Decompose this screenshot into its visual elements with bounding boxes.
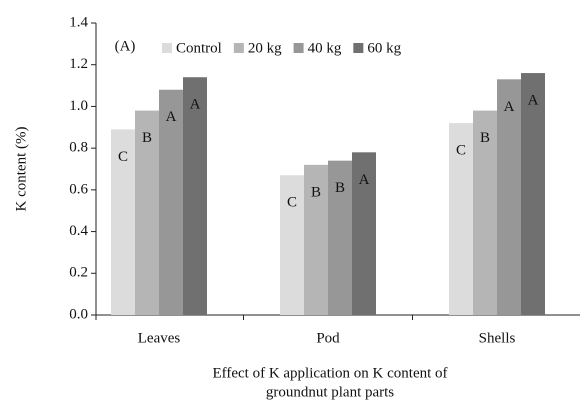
bar-letter: A: [190, 97, 201, 113]
bar: [328, 160, 352, 315]
y-tick-label: 0.0: [69, 306, 88, 322]
x-axis-label: groundnut plant parts: [266, 384, 394, 400]
legend-swatch: [162, 43, 172, 53]
bar-letter: A: [166, 109, 177, 125]
legend-label: 60 kg: [367, 40, 401, 56]
bar-letter: C: [456, 143, 466, 159]
bar: [473, 110, 497, 315]
legend-label: 40 kg: [308, 40, 342, 56]
bar: [304, 164, 328, 315]
x-axis-label: Effect of K application on K content of: [212, 365, 447, 381]
legend-swatch: [353, 43, 364, 53]
bar: [280, 175, 304, 315]
bar: [159, 89, 183, 315]
y-axis-label: K content (%): [13, 127, 29, 212]
bar-letter: A: [528, 92, 539, 108]
bar: [183, 77, 207, 315]
bar: [135, 110, 159, 315]
x-tick-label: Shells: [479, 330, 516, 346]
bar-letter: B: [142, 130, 152, 146]
y-tick-label: 0.2: [69, 265, 88, 281]
legend-label: Control: [176, 40, 222, 56]
bar-letter: B: [311, 184, 321, 200]
bar-letter: C: [118, 149, 128, 165]
y-tick-label: 1.2: [69, 56, 88, 72]
bar-letter: A: [359, 172, 370, 188]
bar: [497, 79, 521, 315]
x-tick-label: Pod: [316, 330, 340, 346]
bar-letter: B: [480, 130, 490, 146]
x-tick-label: Leaves: [138, 330, 181, 346]
bar: [521, 73, 545, 315]
legend-swatch: [293, 43, 304, 53]
bar: [352, 152, 376, 315]
y-tick-label: 0.8: [69, 140, 88, 156]
annotation: (A): [115, 38, 136, 54]
y-tick-label: 0.4: [69, 223, 88, 239]
bar-letter: B: [335, 180, 345, 196]
bar-letter: C: [287, 195, 297, 211]
y-tick-label: 1.4: [69, 14, 88, 30]
y-tick-label: 1.0: [69, 98, 88, 114]
bar: [449, 123, 473, 315]
legend-label: 20 kg: [248, 40, 282, 56]
y-tick-label: 0.6: [69, 181, 88, 197]
bar-letter: A: [504, 99, 515, 115]
legend-swatch: [233, 43, 244, 53]
bar: [111, 129, 135, 315]
